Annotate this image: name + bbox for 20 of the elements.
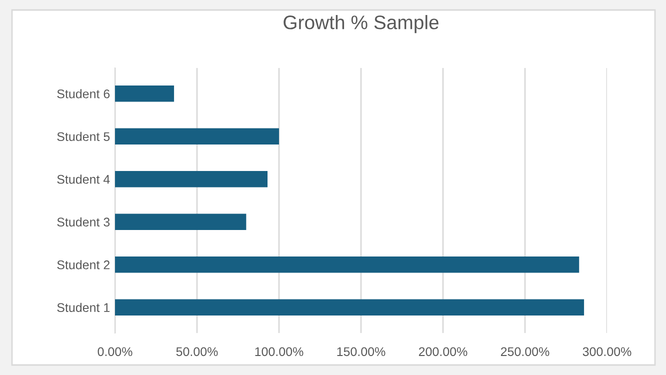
bar <box>115 86 174 102</box>
bar <box>115 171 268 188</box>
y-tick-label: Student 1 <box>57 302 110 312</box>
y-tick-label: Student 5 <box>57 132 110 142</box>
bar <box>115 214 246 230</box>
x-tick-label: 300.00% <box>582 347 632 356</box>
y-tick-label: Student 3 <box>57 217 110 227</box>
y-tick-label: Student 6 <box>57 89 110 98</box>
y-tick-label: Student 2 <box>57 260 110 270</box>
x-tick-label: 250.00% <box>500 347 550 356</box>
bar <box>115 256 580 273</box>
x-tick-label: 0.00% <box>98 347 132 356</box>
chart-title: Growth % Sample <box>284 15 438 34</box>
x-tick-label: 50.00% <box>176 347 218 356</box>
x-tick-label: 200.00% <box>418 347 468 356</box>
y-tick-label: Student 4 <box>57 174 110 184</box>
x-tick-label: 100.00% <box>255 347 304 356</box>
bar <box>115 299 584 316</box>
bar <box>115 128 279 145</box>
x-tick-label: 150.00% <box>337 347 386 356</box>
